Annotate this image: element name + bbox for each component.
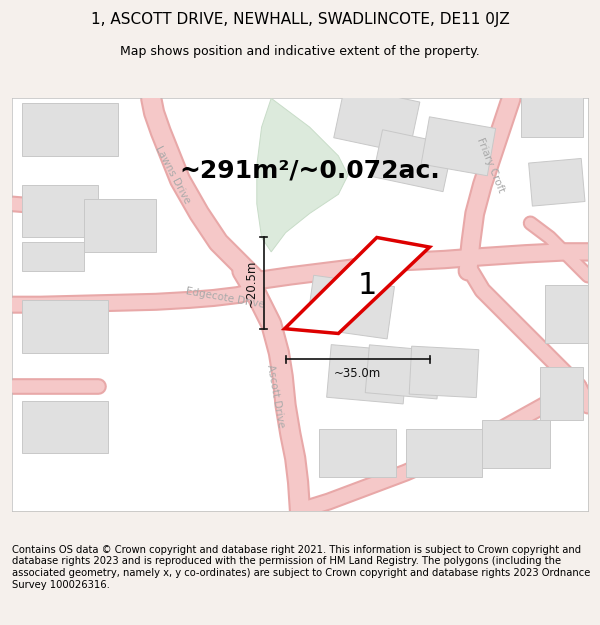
Text: Ascott Drive: Ascott Drive — [266, 364, 286, 428]
Polygon shape — [22, 401, 108, 454]
Polygon shape — [22, 103, 118, 156]
Polygon shape — [521, 89, 583, 137]
Text: ~20.5m: ~20.5m — [245, 260, 258, 308]
Polygon shape — [545, 286, 588, 343]
Text: Contains OS data © Crown copyright and database right 2021. This information is : Contains OS data © Crown copyright and d… — [12, 545, 590, 589]
Polygon shape — [334, 86, 420, 154]
Polygon shape — [406, 429, 482, 478]
Text: Edgecote Drive: Edgecote Drive — [185, 286, 265, 310]
Polygon shape — [326, 344, 408, 404]
Polygon shape — [373, 130, 453, 192]
Text: 1, ASCOTT DRIVE, NEWHALL, SWADLINCOTE, DE11 0JZ: 1, ASCOTT DRIVE, NEWHALL, SWADLINCOTE, D… — [91, 12, 509, 27]
Polygon shape — [319, 429, 396, 478]
Text: Lawns Drive: Lawns Drive — [153, 144, 192, 206]
Text: Friary Croft: Friary Croft — [475, 137, 506, 194]
Polygon shape — [22, 185, 98, 238]
Text: ~291m²/~0.072ac.: ~291m²/~0.072ac. — [179, 158, 440, 182]
Polygon shape — [284, 238, 430, 334]
Polygon shape — [421, 117, 496, 176]
Polygon shape — [22, 242, 84, 271]
Text: 1: 1 — [358, 271, 377, 300]
Polygon shape — [22, 300, 108, 352]
Polygon shape — [529, 159, 585, 206]
Text: ~35.0m: ~35.0m — [334, 367, 381, 380]
Polygon shape — [482, 420, 550, 468]
Text: Map shows position and indicative extent of the property.: Map shows position and indicative extent… — [120, 45, 480, 58]
Polygon shape — [307, 275, 394, 339]
Polygon shape — [540, 367, 583, 420]
Polygon shape — [84, 199, 156, 252]
Polygon shape — [409, 346, 479, 398]
Polygon shape — [257, 98, 348, 252]
Polygon shape — [365, 345, 441, 399]
